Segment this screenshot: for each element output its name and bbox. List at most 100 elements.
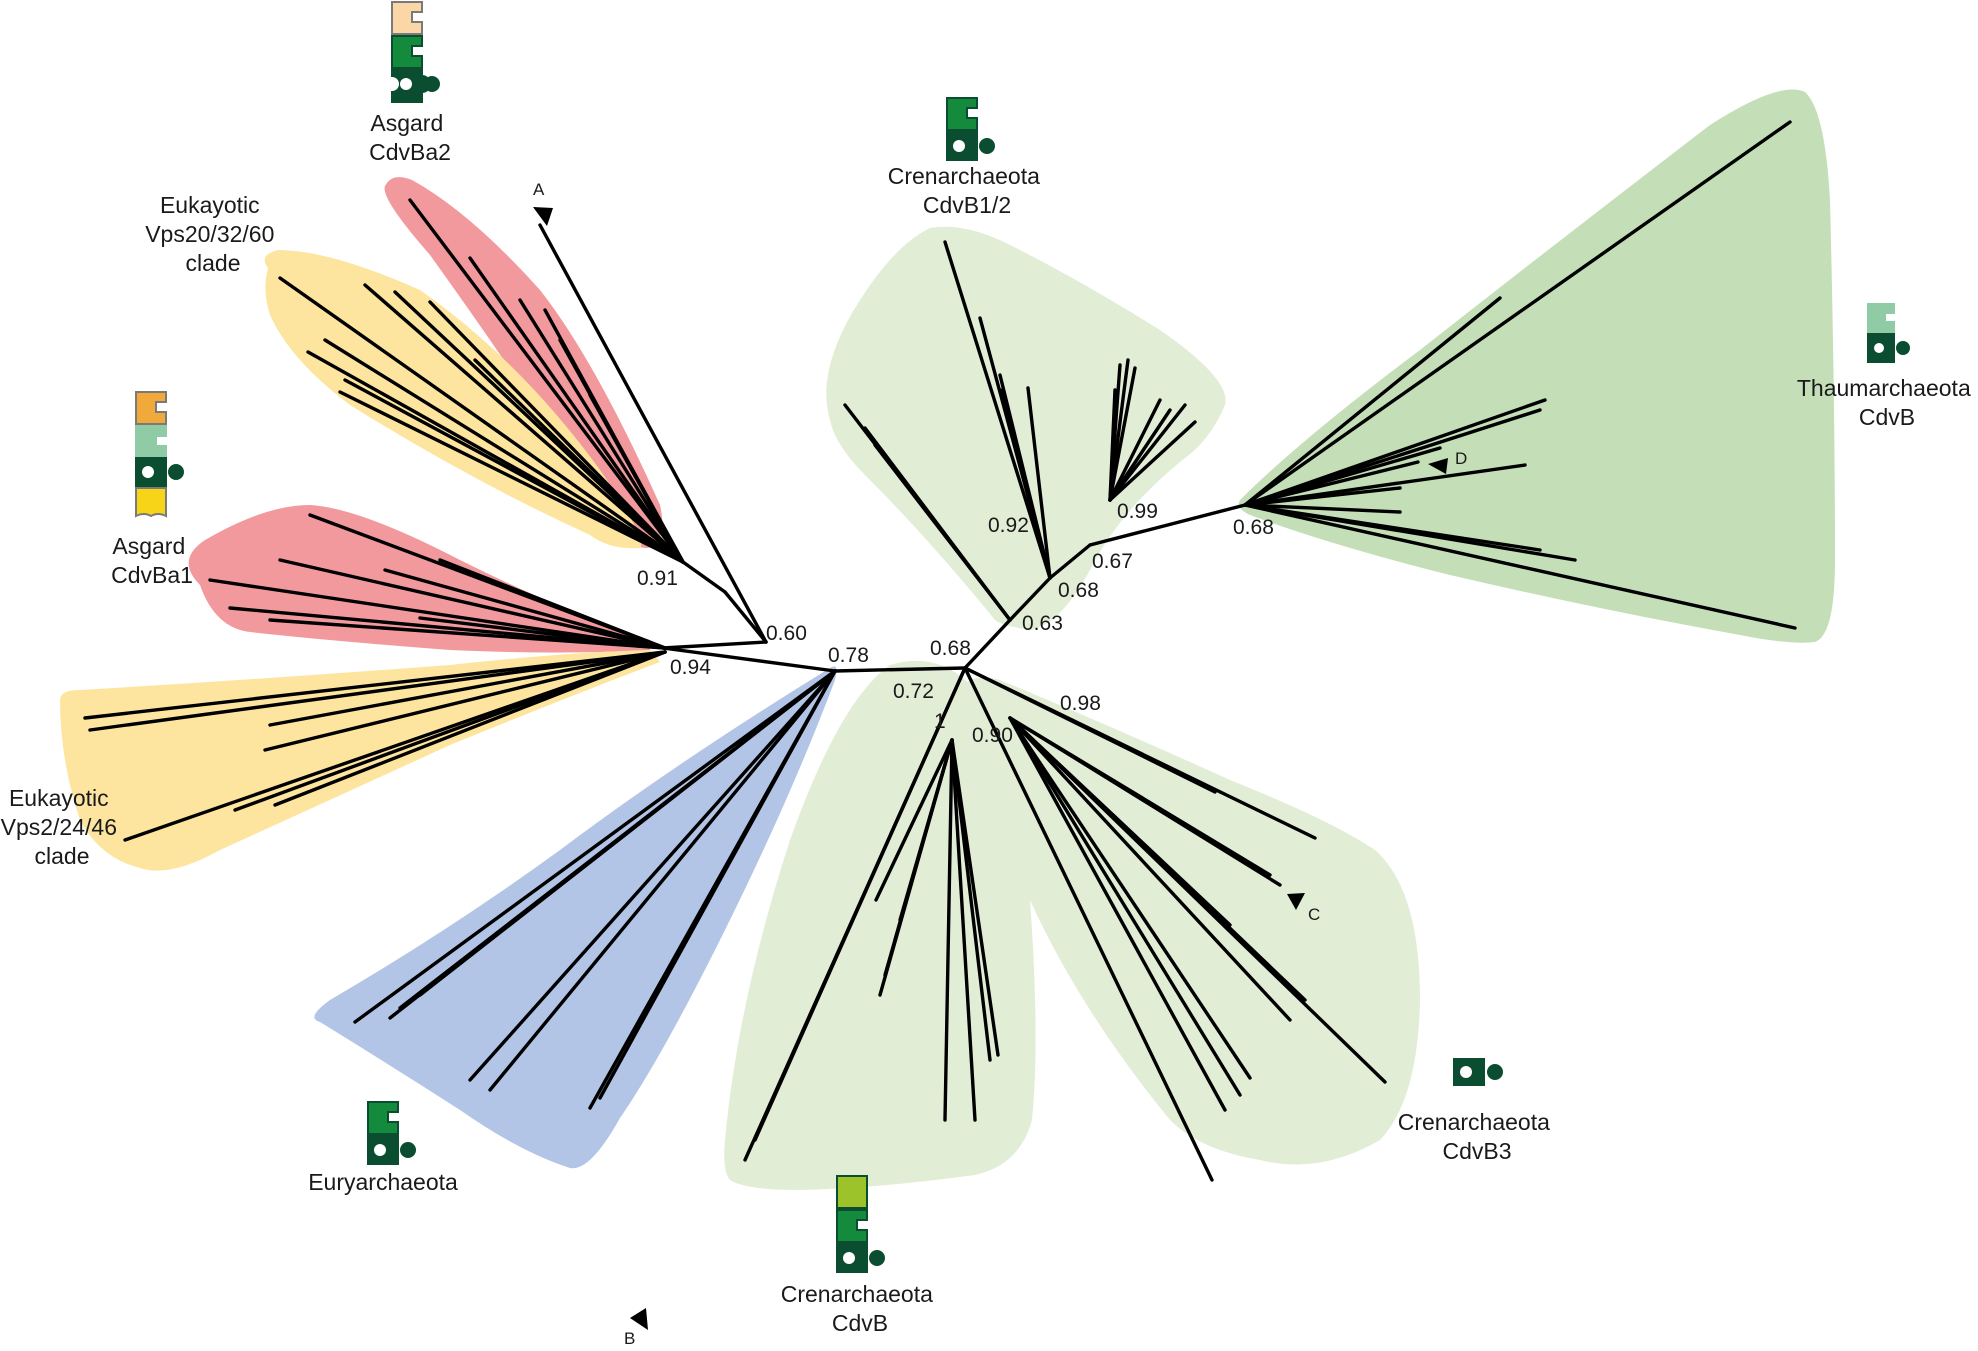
tree-branches [83, 120, 1797, 1182]
label-line: CdvB1/2 [923, 192, 1011, 218]
label-line: Crenarchaeota [1398, 1109, 1550, 1135]
label-line: Crenarchaeota [781, 1281, 933, 1307]
branch-backbone [1088, 503, 1247, 547]
branch-asgard-cdvba1 [418, 616, 667, 650]
domain-block [946, 97, 978, 131]
domain-block [843, 1252, 855, 1264]
domain-block [869, 1250, 885, 1266]
branch-asgard-cdvba2 [468, 256, 685, 564]
collapsed-triangle-a [533, 207, 553, 226]
branch-thaumarchaeota-cdvb [1243, 460, 1420, 507]
clade-label-asgard-cdvba1: Asgard CdvBa1 [111, 533, 193, 588]
domain-icon-crenarchaeota-cdvb3 [1453, 1058, 1503, 1086]
branch-asgard-cdvba1 [268, 618, 667, 650]
branch-crenarchaeota-cdvb3 [1008, 716, 1252, 1080]
domain-block [953, 140, 965, 152]
collapsed-triangle-c [1287, 893, 1305, 910]
branch-thaumarchaeota-cdvb [1243, 503, 1577, 562]
domain-icon-crenarchaeota-cdvb [836, 1175, 885, 1273]
branch-euryarchaeota [598, 669, 837, 1100]
label-line: CdvBa1 [111, 562, 193, 588]
clade-label-crenarchaeota-cdvb12: Crenarchaeota CdvB1/2 [888, 163, 1047, 218]
domain-block [979, 138, 995, 154]
branch-eukaryotic-vps20 [278, 276, 685, 564]
branch-crenarchaeota-cdvb12 [1108, 366, 1137, 502]
marker-label-c: C [1308, 905, 1320, 924]
branch-crenarchaeota-cdvb12 [1108, 388, 1117, 502]
label-line: CdvB [832, 1310, 888, 1336]
branch-backbone [723, 590, 768, 644]
support-value: 0.91 [637, 567, 678, 590]
clade-shade-eukaryotic-vps2 [60, 650, 660, 871]
domain-block [367, 1101, 399, 1135]
branch-crenarchaeota-cdvb [950, 738, 977, 1122]
branch-eukaryotic-vps2 [268, 650, 667, 727]
branch-eukaryotic-vps2 [88, 650, 667, 732]
clade-label-crenarchaeota-cdvb3: Crenarchaeota CdvB3 [1398, 1109, 1557, 1164]
label-line: Asgard [112, 533, 185, 559]
support-value: 0.94 [670, 656, 711, 679]
branch-eukaryotic-vps20 [428, 300, 685, 564]
label-line: clade [35, 843, 90, 869]
branch-backbone [833, 666, 967, 673]
domain-block [424, 76, 440, 92]
label-line: clade [186, 250, 241, 276]
branch-thaumarchaeota-cdvb [1243, 503, 1797, 630]
clade-label-eukaryotic-vps2: Eukayotic Vps2/24/46 clade [1, 785, 124, 869]
label-line: Crenarchaeota [888, 163, 1040, 189]
branch-crenarchaeota-cdvb12 [1108, 398, 1162, 502]
branch-euryarchaeota [418, 669, 837, 997]
branch-eukaryotic-vps2 [123, 650, 667, 842]
clade-labels: Asgard CdvBa2 Eukayotic Vps20/32/60 clad… [1, 110, 1971, 1336]
branch-asgard-cdvba1 [438, 558, 667, 650]
branch-backbone [661, 640, 768, 650]
branch-crenarchaeota-cdvb [950, 738, 1000, 1057]
branch-backbone [1008, 576, 1052, 622]
domain-block [374, 1144, 386, 1156]
domain-icon-euryarchaeota [367, 1101, 416, 1165]
label-line: Vps2/24/46 [1, 814, 117, 840]
branch-asgard-cdvba2 [408, 198, 685, 564]
branch-crenarchaeota-cdvb12 [1026, 386, 1052, 580]
label-line: CdvB [1859, 404, 1915, 430]
domain-block [1896, 341, 1910, 355]
domain-icon-thaumarchaeota-cdvb [1867, 303, 1910, 363]
branch-backbone [963, 666, 1214, 1182]
branch-crenarchaeota-cdvb12 [1108, 420, 1197, 502]
support-value: 0.99 [1117, 500, 1158, 523]
branch-thaumarchaeota-cdvb [1243, 296, 1502, 507]
branch-crenarchaeota-cdvb [753, 666, 967, 1142]
label-line: Asgard [370, 110, 443, 136]
clade-shade-crenarchaeota-cdvb3 [960, 677, 1420, 1165]
branch-thaumarchaeota-cdvb [1243, 503, 1402, 514]
branch-eukaryotic-vps20 [363, 283, 685, 564]
support-value: 0.67 [1092, 550, 1133, 573]
domain-icon-asgard-cdvba1 [135, 391, 184, 518]
domain-block [400, 78, 412, 90]
clade-shade-asgard-cdvba2 [384, 177, 663, 548]
domain-block [1487, 1064, 1503, 1080]
branch-crenarchaeota-cdvb12 [873, 443, 1012, 622]
label-line: CdvBa2 [369, 139, 451, 165]
branch-eukaryotic-vps2 [263, 650, 667, 752]
domain-block [391, 35, 423, 69]
clade-shade-thaumarchaeota-cdvb [1238, 89, 1835, 643]
branch-backbone [538, 223, 768, 644]
support-values: 0.91 0.94 0.60 0.78 0.72 1 0.68 0.63 0.6… [637, 500, 1274, 747]
support-value: 0.78 [828, 644, 869, 667]
support-value: 0.63 [1022, 612, 1063, 635]
label-line: Vps20/32/60 [145, 221, 274, 247]
support-value: 0.98 [1060, 692, 1101, 715]
domain-block [391, 1, 423, 35]
support-value: 0.68 [1233, 516, 1274, 539]
label-line: Eukayotic [9, 785, 109, 811]
domain-block [1874, 343, 1884, 353]
support-value: 0.68 [1058, 579, 1099, 602]
clade-shade-euryarchaeota [314, 666, 837, 1169]
domain-icon-crenarchaeota-cdvb12 [946, 97, 995, 161]
collapsed-triangle-d [1428, 458, 1448, 474]
support-value: 0.92 [988, 514, 1029, 537]
branch-backbone [1048, 543, 1092, 580]
domain-block [836, 1175, 868, 1209]
branch-asgard-cdvba1 [383, 568, 667, 650]
